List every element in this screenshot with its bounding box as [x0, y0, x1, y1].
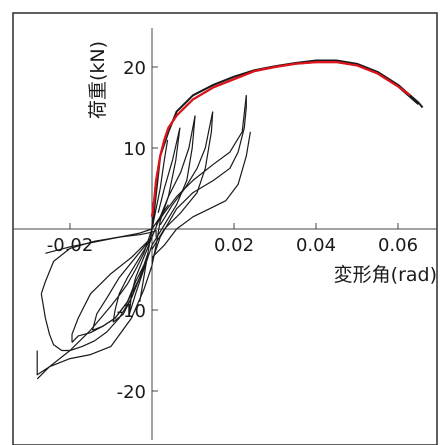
hysteresis-loop-22	[128, 236, 153, 315]
y-tick-label: -10	[117, 301, 146, 322]
y-tick-label: 20	[123, 58, 146, 79]
hysteresis-loop-3	[36, 228, 153, 376]
envelope-line	[150, 61, 411, 217]
x-axis-label: 変形角(rad)	[334, 264, 437, 286]
hysteresis-loops	[36, 59, 424, 380]
hysteresis-loop-14	[157, 127, 181, 213]
hysteresis-loop-18	[91, 236, 153, 331]
y-axis-label: 荷重(kN)	[87, 41, 109, 119]
envelope-curve	[150, 61, 411, 217]
x-tick-label: 0.02	[214, 235, 254, 256]
hysteresis-loop-10	[159, 111, 214, 226]
hysteresis-loop-26	[151, 131, 251, 258]
hysteresis-loop-13	[151, 127, 181, 238]
x-tick-label: -0.02	[47, 235, 94, 256]
hysteresis-loop-8	[155, 95, 247, 226]
hysteresis-loop-23	[128, 245, 153, 315]
hysteresis-loop-24	[139, 228, 153, 302]
tick-marks	[69, 66, 399, 392]
tick-labels: -0.02 0.02 0.04 0.06 20 10 -10 -20	[47, 58, 418, 403]
hysteresis-loop-9	[151, 111, 214, 250]
hysteresis-loop-11	[151, 115, 196, 246]
hysteresis-loop-25	[45, 204, 169, 254]
hysteresis-loop-15	[151, 139, 169, 230]
hysteresis-loop-7	[151, 95, 247, 262]
y-tick-label: -20	[117, 382, 146, 403]
x-tick-label: 0.06	[378, 235, 418, 256]
y-tick-label: 10	[123, 139, 146, 160]
hysteresis-loop-20	[112, 236, 153, 323]
hysteresis-loop-16	[71, 236, 153, 343]
x-tick-label: 0.04	[296, 235, 336, 256]
